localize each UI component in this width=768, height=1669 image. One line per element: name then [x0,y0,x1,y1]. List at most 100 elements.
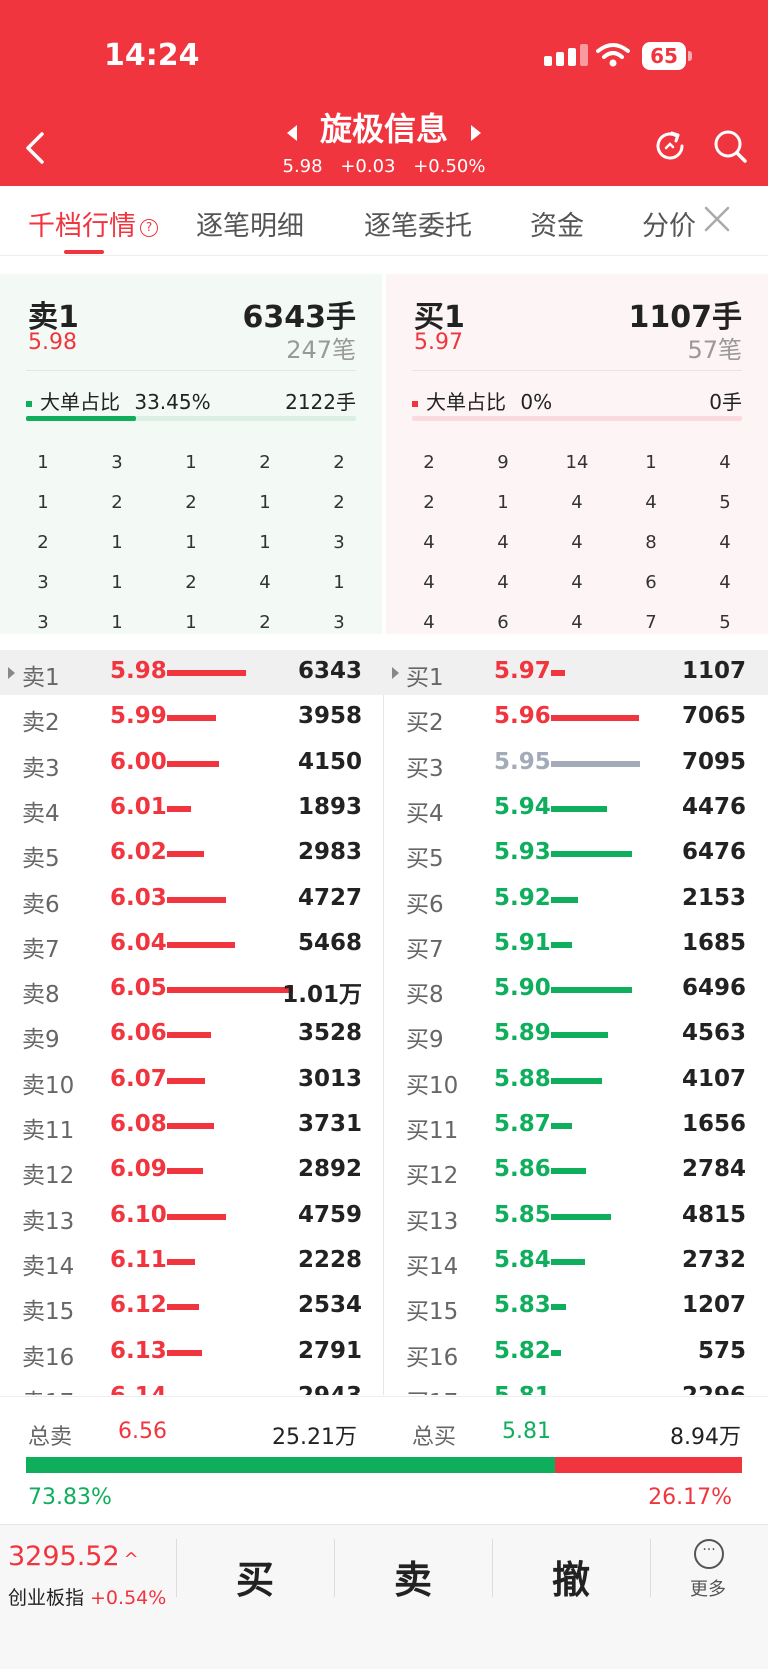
sell-level-price: 6.09 [110,1156,167,1183]
sell-grid-cell: 2 [333,451,345,473]
buy-level-row[interactable]: 买9 5.89 4563 [384,1012,768,1057]
sell-level-price: 6.05 [110,975,167,1002]
help-icon[interactable]: ? [140,218,158,237]
sell-level-row[interactable]: 卖2 5.99 3958 [0,695,384,740]
buy-grid-cell: 4 [645,491,657,513]
sell-level-volume: 1893 [297,793,362,820]
sell-grid-cell: 3 [37,571,49,593]
buy-level-row[interactable]: 买6 5.92 2153 [384,877,768,922]
buy-level-row[interactable]: 买14 5.84 2732 [384,1239,768,1284]
sell-level-row[interactable]: 卖16 6.13 2791 [0,1330,384,1375]
buy-level-bar [551,851,632,858]
buy-level-volume: 1685 [681,929,746,956]
search-icon[interactable] [712,128,748,164]
buy-grid-cell: 6 [645,571,657,593]
tab-zijin[interactable]: 资金 [530,211,584,242]
buy-level-bar [551,1304,566,1311]
green-dot-icon [26,400,32,407]
tab-zhubi-mingxi[interactable]: 逐笔明细 [196,211,304,242]
buy-level-bar [551,1077,602,1084]
back-button[interactable] [20,128,50,168]
sell-level-row[interactable]: 卖10 6.07 3013 [0,1058,384,1103]
buy-grid-cell: 2 [423,451,435,473]
buy-button[interactable]: 买 [236,1558,275,1602]
sell-level-row[interactable]: 卖8 6.05 1.01万 [0,967,384,1012]
sell-button[interactable]: 卖 [394,1558,433,1602]
sell-level-row[interactable]: 卖6 6.03 4727 [0,877,384,922]
buy-level-row[interactable]: 买17 5.81 2296 [384,1375,768,1395]
buy-grid-cell: 4 [719,571,731,593]
buy-level-row[interactable]: 买1 5.97 1107 [384,650,768,695]
bottom-bar: 3295.52 ^ 创业板指 +0.54% 买 卖 撤 ··· 更多 [0,1524,768,1669]
stock-quote: 5.98 +0.03 +0.50% [0,156,768,177]
buy-level-row[interactable]: 买3 5.95 7095 [384,741,768,786]
prev-stock-icon[interactable] [286,124,297,141]
buy-level-bar [551,760,640,767]
caret-right-icon [8,667,15,679]
tab-zhubi-weituo[interactable]: 逐笔委托 [364,211,472,242]
buy-level-row[interactable]: 买16 5.82 575 [384,1330,768,1375]
sell-level-label: 卖2 [22,710,60,737]
tab-fenjia[interactable]: 分价 [642,211,696,242]
divider [26,370,356,371]
header: 14:24 65 旋极信息 5.98 +0.03 +0.50% [0,0,768,186]
sell-level-volume: 4150 [297,748,362,775]
buy-level-row[interactable]: 买11 5.87 1656 [384,1103,768,1148]
buy-level-row[interactable]: 买7 5.91 1685 [384,922,768,967]
stock-change: +0.03 [340,156,396,177]
buy-level-label: 买13 [406,1208,459,1235]
more-icon[interactable]: ··· [694,1539,724,1569]
sell-level-price: 6.00 [110,748,167,775]
buy-level-row[interactable]: 买13 5.85 4815 [384,1194,768,1239]
sell-level-bar [167,805,191,812]
buy-level-bar [551,1168,586,1175]
buy-level-row[interactable]: 买15 5.83 1207 [384,1284,768,1329]
buy-grid-cell: 5 [719,611,731,633]
buy-level-row[interactable]: 买4 5.94 4476 [384,786,768,831]
buy-level-row[interactable]: 买12 5.86 2784 [384,1148,768,1193]
buy-level-row[interactable]: 买5 5.93 6476 [384,831,768,876]
sell-level-row[interactable]: 卖15 6.12 2534 [0,1284,384,1329]
index-ticker[interactable]: 3295.52 ^ [8,1541,139,1572]
sell-level-row[interactable]: 卖13 6.10 4759 [0,1194,384,1239]
sell-level-row[interactable]: 卖3 6.00 4150 [0,741,384,786]
close-icon[interactable] [700,202,734,236]
sell-level-row[interactable]: 卖11 6.08 3731 [0,1103,384,1148]
sell-level-price: 5.98 [110,658,167,684]
sell-queue-price: 5.98 [28,330,77,355]
sell-level-price: 6.13 [110,1337,167,1364]
more-label[interactable]: 更多 [690,1579,726,1600]
sell-level-row[interactable]: 卖4 6.01 1893 [0,786,384,831]
index-label[interactable]: 创业板指 +0.54% [8,1583,166,1610]
sell-level-row[interactable]: 卖5 6.02 2983 [0,831,384,876]
order-book: 卖1 5.98 6343 卖2 5.99 3958 卖3 6.00 4150 卖4 6.01 1893… [0,650,768,1395]
sell-level-row[interactable]: 卖1 5.98 6343 [0,650,384,695]
sell-level-row[interactable]: 卖14 6.11 2228 [0,1239,384,1284]
sell-level-row[interactable]: 卖7 6.04 5468 [0,922,384,967]
buy-level-label: 买10 [406,1072,459,1099]
next-stock-icon[interactable] [471,124,482,141]
divider [412,370,742,371]
ratio-right-pct: 26.17% [648,1485,732,1510]
buy-level-label: 买4 [406,800,444,827]
total-buy-label: 总买 [412,1425,457,1450]
cancel-button[interactable]: 撤 [552,1558,591,1602]
buy-level-row[interactable]: 买10 5.88 4107 [384,1058,768,1103]
sell-level-volume: 2892 [297,1156,362,1183]
buy-level-volume: 1107 [681,658,746,684]
buy-grid-cell: 4 [571,531,583,553]
sell-level-row[interactable]: 卖9 6.06 3528 [0,1012,384,1057]
sell-big-order-bar [26,416,356,421]
divider [383,650,384,1395]
buy-level-row[interactable]: 买2 5.96 7065 [384,695,768,740]
buy-level-row[interactable]: 买8 5.90 6496 [384,967,768,1012]
sell-grid-cell: 1 [37,451,49,473]
buy-level-label: 买3 [406,755,444,782]
sell-level-row[interactable]: 卖12 6.09 2892 [0,1148,384,1193]
sell-level-bar [167,1168,203,1175]
sell-level-row[interactable]: 卖17 6.14 2943 [0,1375,384,1395]
refresh-icon[interactable] [652,128,688,164]
sell-grid-cell: 2 [259,451,271,473]
tab-qiandang[interactable]: 千档行情? [28,204,158,243]
